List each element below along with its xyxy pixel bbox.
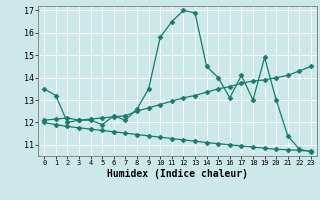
X-axis label: Humidex (Indice chaleur): Humidex (Indice chaleur) [107,169,248,179]
